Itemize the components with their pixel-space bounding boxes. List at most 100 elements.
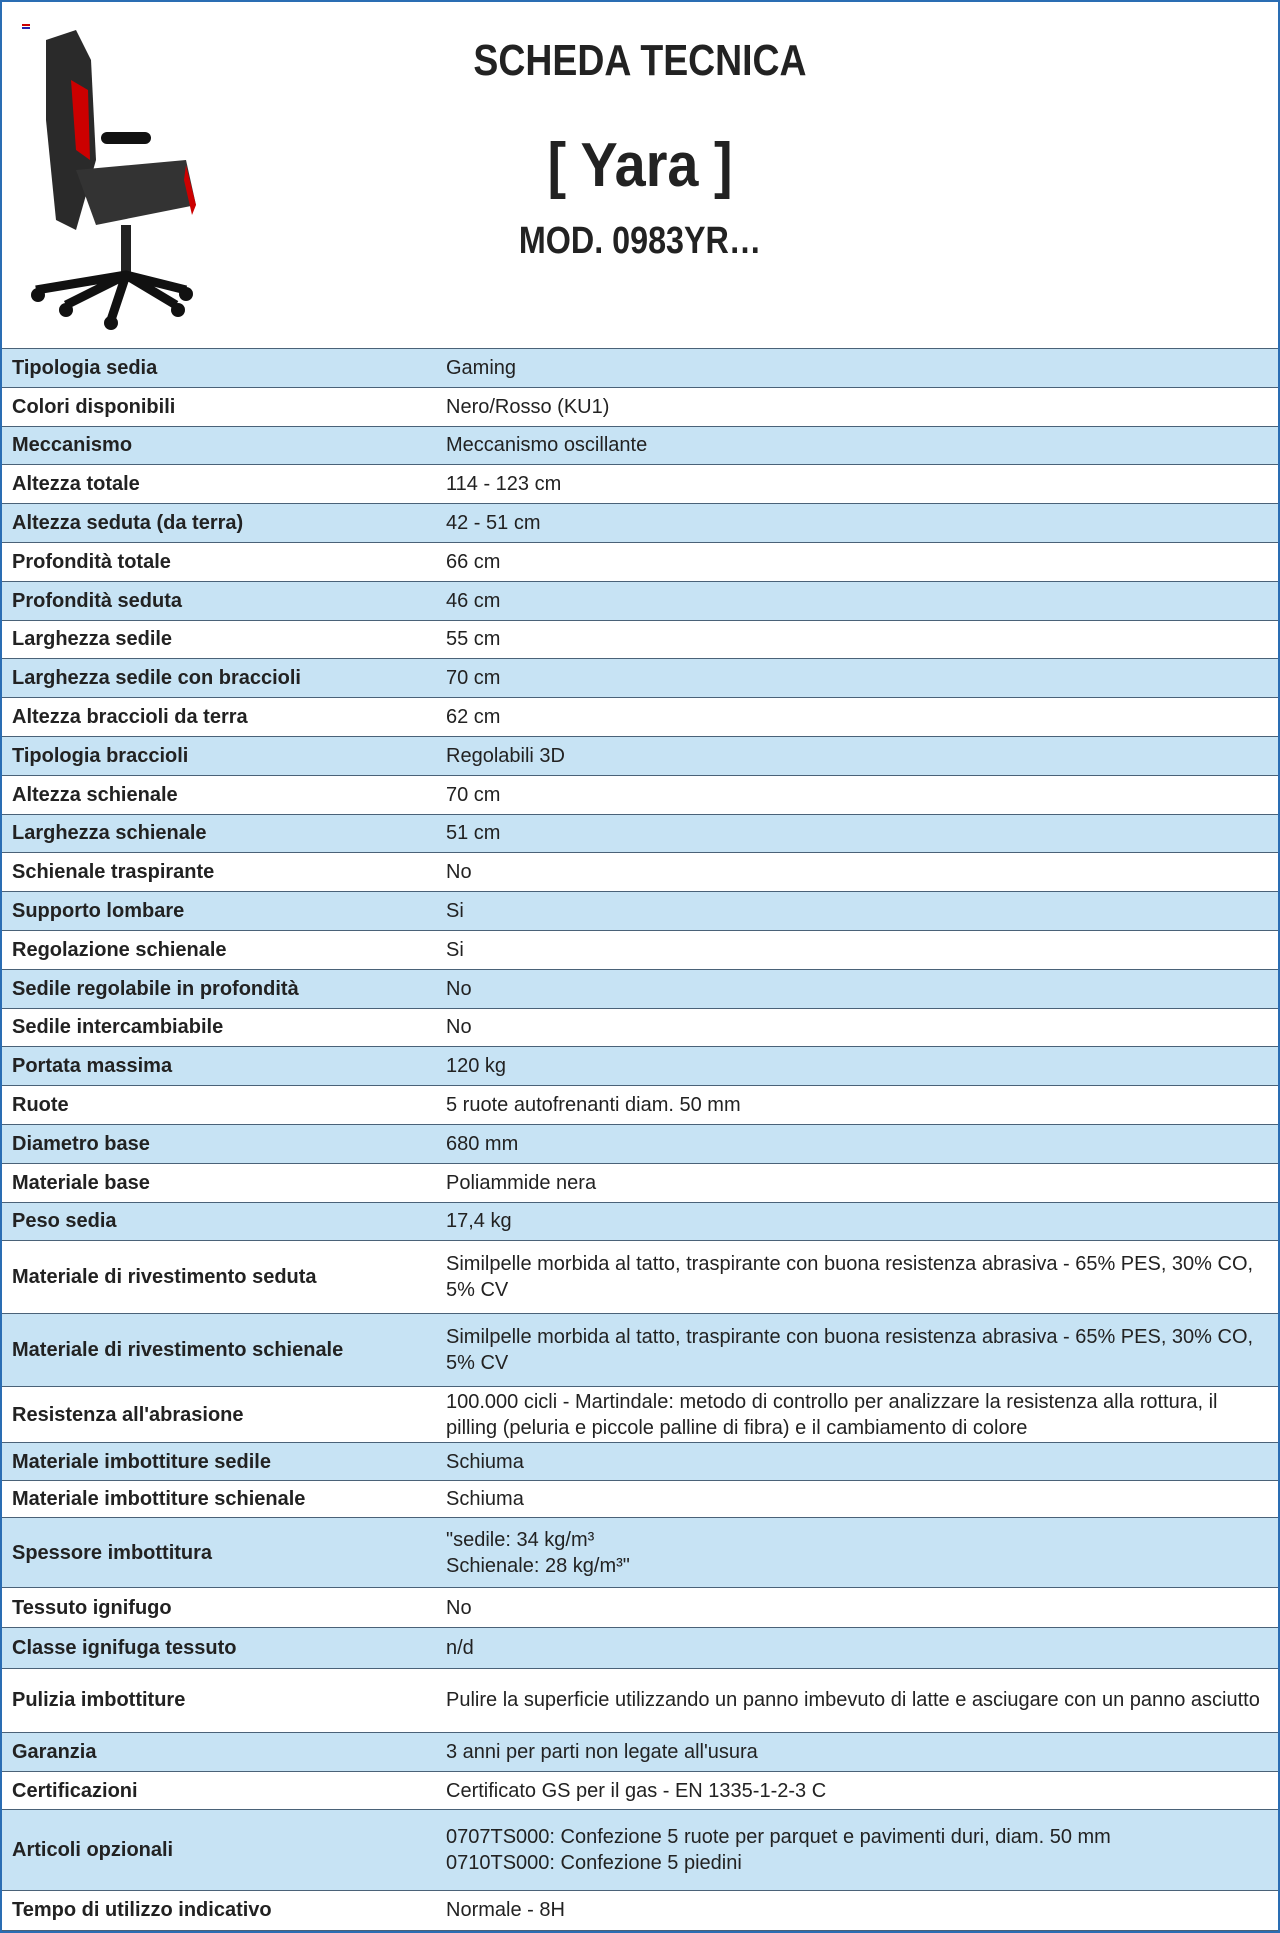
spec-value: Meccanismo oscillante bbox=[436, 425, 1278, 466]
spec-row: Materiale imbottiture sedile Schiuma bbox=[2, 1442, 1278, 1482]
spec-row: Altezza seduta (da terra) 42 - 51 cm bbox=[2, 503, 1278, 543]
spec-row: Tessuto ignifugo No bbox=[2, 1587, 1278, 1628]
spec-row: Altezza totale 114 - 123 cm bbox=[2, 464, 1278, 505]
spec-value: 100.000 cicli - Martindale: metodo di co… bbox=[436, 1385, 1278, 1444]
spec-table: Tipologia sedia Gaming Colori disponibili N… bbox=[2, 348, 1278, 1931]
spec-value: 46 cm bbox=[436, 580, 1278, 621]
spec-label: Tipologia sedia bbox=[2, 348, 436, 388]
spec-row: Tipologia sedia Gaming bbox=[2, 348, 1278, 388]
spec-label: Altezza totale bbox=[2, 464, 436, 505]
spec-label: Profondità totale bbox=[2, 541, 436, 582]
spec-value: 17,4 kg bbox=[436, 1201, 1278, 1242]
spec-row: Materiale imbottiture schienale Schiuma bbox=[2, 1480, 1278, 1519]
spec-value: Si bbox=[436, 891, 1278, 931]
spec-row: Altezza braccioli da terra 62 cm bbox=[2, 697, 1278, 737]
spec-row: Peso sedia 17,4 kg bbox=[2, 1201, 1278, 1242]
chair-image bbox=[22, 24, 196, 330]
spec-row: Pulizia imbottiture Pulire la superficie … bbox=[2, 1667, 1278, 1733]
spec-label: Colori disponibili bbox=[2, 386, 436, 427]
spec-label: Classe ignifuga tessuto bbox=[2, 1626, 436, 1669]
spec-label: Diametro base bbox=[2, 1123, 436, 1164]
spec-row: Sedile intercambiabile No bbox=[2, 1007, 1278, 1048]
spec-value: 114 - 123 cm bbox=[436, 464, 1278, 505]
spec-label: Spessore imbottitura bbox=[2, 1517, 436, 1589]
spec-label: Articoli opzionali bbox=[2, 1809, 436, 1892]
spec-value: Similpelle morbida al tatto, traspirante… bbox=[436, 1240, 1278, 1315]
spec-value: 66 cm bbox=[436, 541, 1278, 582]
spec-label: Materiale imbottiture sedile bbox=[2, 1442, 436, 1482]
spec-row: Materiale di rivestimento schienale Simil… bbox=[2, 1313, 1278, 1387]
spec-row: Diametro base 680 mm bbox=[2, 1123, 1278, 1164]
spec-label: Portata massima bbox=[2, 1046, 436, 1087]
spec-value: 51 cm bbox=[436, 813, 1278, 854]
spec-label: Peso sedia bbox=[2, 1201, 436, 1242]
spec-value: Certificato GS per il gas - EN 1335-1-2-… bbox=[436, 1771, 1278, 1811]
product-name: [ Yara ] bbox=[547, 131, 733, 200]
spec-value: Si bbox=[436, 929, 1278, 970]
spec-row: Larghezza sedile 55 cm bbox=[2, 619, 1278, 660]
spec-value: No bbox=[436, 1007, 1278, 1048]
spec-label: Sedile intercambiabile bbox=[2, 1007, 436, 1048]
spec-label: Altezza braccioli da terra bbox=[2, 697, 436, 737]
spec-value: Gaming bbox=[436, 348, 1278, 388]
spec-row: Ruote 5 ruote autofrenanti diam. 50 mm bbox=[2, 1085, 1278, 1125]
spec-label: Materiale di rivestimento schienale bbox=[2, 1313, 436, 1387]
spec-label: Schienale traspirante bbox=[2, 852, 436, 893]
spec-label: Resistenza all'abrasione bbox=[2, 1385, 436, 1444]
spec-value: 55 cm bbox=[436, 619, 1278, 660]
spec-row: Portata massima 120 kg bbox=[2, 1046, 1278, 1087]
spec-value: 0707TS000: Confezione 5 ruote per parque… bbox=[436, 1809, 1278, 1892]
spec-row: Sedile regolabile in profondità No bbox=[2, 968, 1278, 1009]
spec-row: Larghezza sedile con braccioli 70 cm bbox=[2, 658, 1278, 699]
spec-row: Articoli opzionali 0707TS000: Confezione … bbox=[2, 1809, 1278, 1892]
spec-value: 70 cm bbox=[436, 774, 1278, 815]
spec-label: Garanzia bbox=[2, 1731, 436, 1773]
spec-value: 5 ruote autofrenanti diam. 50 mm bbox=[436, 1085, 1278, 1125]
spec-row: Supporto lombare Si bbox=[2, 891, 1278, 931]
spec-row: Tipologia braccioli Regolabili 3D bbox=[2, 735, 1278, 776]
spec-value: 42 - 51 cm bbox=[436, 503, 1278, 543]
spec-value: Similpelle morbida al tatto, traspirante… bbox=[436, 1313, 1278, 1387]
spec-value: n/d bbox=[436, 1626, 1278, 1669]
title: SCHEDA TECNICA bbox=[473, 36, 807, 85]
spec-row: Resistenza all'abrasione 100.000 cicli - … bbox=[2, 1385, 1278, 1444]
spec-row: Spessore imbottitura "sedile: 34 kg/m³ Sc… bbox=[2, 1517, 1278, 1589]
spec-label: Ruote bbox=[2, 1085, 436, 1125]
spec-label: Materiale base bbox=[2, 1162, 436, 1203]
spec-label: Altezza seduta (da terra) bbox=[2, 503, 436, 543]
spec-value: "sedile: 34 kg/m³ Schienale: 28 kg/m³" bbox=[436, 1517, 1278, 1589]
spec-row: Profondità totale 66 cm bbox=[2, 541, 1278, 582]
spec-value: No bbox=[436, 968, 1278, 1009]
spec-row: Colori disponibili Nero/Rosso (KU1) bbox=[2, 386, 1278, 427]
spec-label: Profondità seduta bbox=[2, 580, 436, 621]
spec-row: Classe ignifuga tessuto n/d bbox=[2, 1626, 1278, 1669]
spec-row: Regolazione schienale Si bbox=[2, 929, 1278, 970]
spec-value: Regolabili 3D bbox=[436, 735, 1278, 776]
spec-value: Poliammide nera bbox=[436, 1162, 1278, 1203]
spec-label: Tessuto ignifugo bbox=[2, 1587, 436, 1628]
spec-label: Sedile regolabile in profondità bbox=[2, 968, 436, 1009]
spec-value: Nero/Rosso (KU1) bbox=[436, 386, 1278, 427]
spec-label: Larghezza schienale bbox=[2, 813, 436, 854]
spec-value: 62 cm bbox=[436, 697, 1278, 737]
spec-row: Certificazioni Certificato GS per il gas … bbox=[2, 1771, 1278, 1811]
spec-row: Materiale di rivestimento seduta Similpel… bbox=[2, 1240, 1278, 1315]
spec-value: No bbox=[436, 852, 1278, 893]
spec-label: Larghezza sedile bbox=[2, 619, 436, 660]
spec-row: Garanzia 3 anni per parti non legate all'… bbox=[2, 1731, 1278, 1773]
spec-value: 120 kg bbox=[436, 1046, 1278, 1087]
spec-row: Meccanismo Meccanismo oscillante bbox=[2, 425, 1278, 466]
spec-row: Larghezza schienale 51 cm bbox=[2, 813, 1278, 854]
spec-label: Larghezza sedile con braccioli bbox=[2, 658, 436, 699]
spec-label: Tipologia braccioli bbox=[2, 735, 436, 776]
spec-row: Altezza schienale 70 cm bbox=[2, 774, 1278, 815]
model: MOD. 0983YR… bbox=[518, 220, 762, 262]
spec-label: Regolazione schienale bbox=[2, 929, 436, 970]
spec-label: Tempo di utilizzo indicativo bbox=[2, 1890, 436, 1931]
spec-value: 70 cm bbox=[436, 658, 1278, 699]
spec-label: Materiale di rivestimento seduta bbox=[2, 1240, 436, 1315]
spec-label: Meccanismo bbox=[2, 425, 436, 466]
spec-label: Pulizia imbottiture bbox=[2, 1667, 436, 1733]
spec-label: Certificazioni bbox=[2, 1771, 436, 1811]
